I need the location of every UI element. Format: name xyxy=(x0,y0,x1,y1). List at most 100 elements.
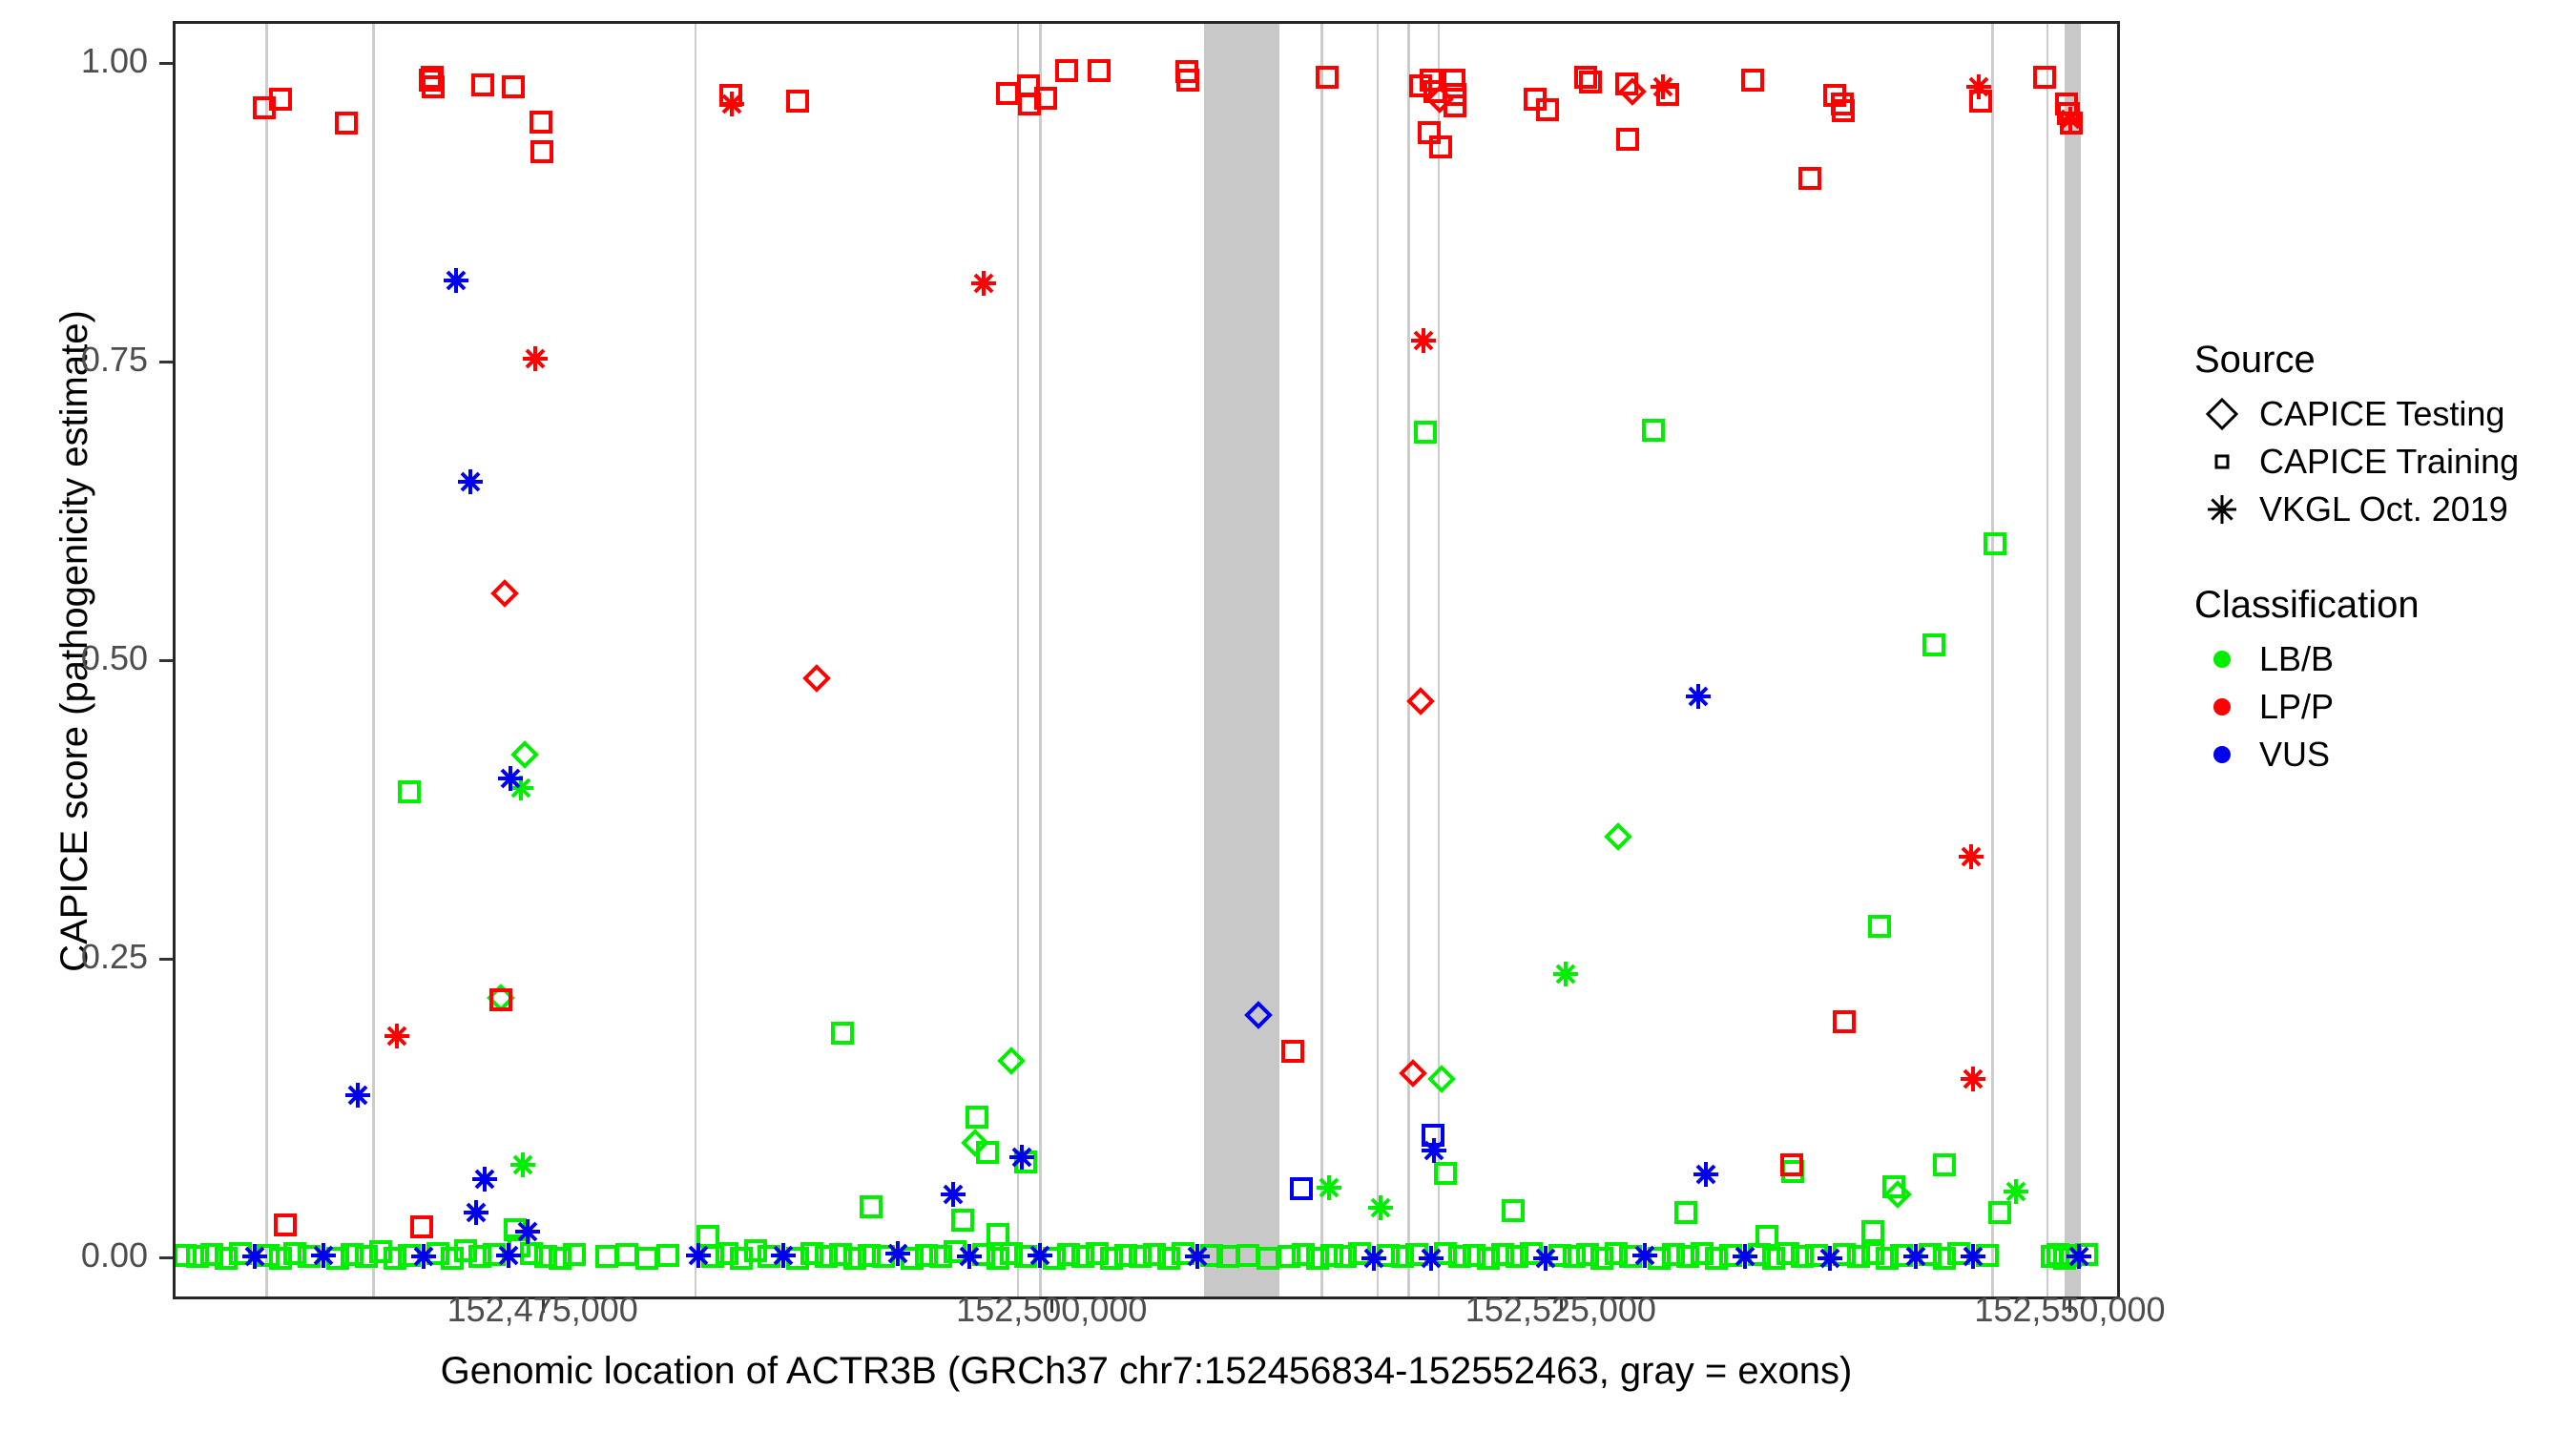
legend-item[interactable]: VUS xyxy=(2194,732,2557,778)
data-point xyxy=(442,266,470,295)
data-point xyxy=(250,93,279,122)
data-point xyxy=(1488,1240,1517,1269)
legend-item-label: VKGL Oct. 2019 xyxy=(2259,489,2508,529)
data-point xyxy=(1844,1242,1873,1271)
data-point xyxy=(527,108,555,136)
data-point xyxy=(517,1239,546,1268)
data-point xyxy=(1126,1242,1154,1271)
data-point xyxy=(407,1213,436,1241)
data-point xyxy=(1684,682,1713,711)
data-point xyxy=(501,1215,530,1244)
exon-band xyxy=(2046,24,2049,1296)
data-point xyxy=(1692,1160,1720,1189)
data-point xyxy=(869,1242,898,1271)
square-open-icon xyxy=(2194,439,2250,485)
data-point xyxy=(783,87,812,115)
data-point xyxy=(973,1138,1002,1167)
data-point xyxy=(1887,1241,1916,1270)
data-point xyxy=(1816,1244,1844,1273)
data-point xyxy=(1602,1239,1631,1268)
data-point xyxy=(926,1242,955,1271)
legend-item-label: LB/B xyxy=(2259,639,2335,678)
data-point xyxy=(1040,1244,1069,1273)
legend-item[interactable]: VKGL Oct. 2019 xyxy=(2194,487,2557,532)
data-point xyxy=(381,1244,409,1273)
data-point xyxy=(1289,1240,1318,1269)
data-point xyxy=(955,1242,984,1271)
data-point xyxy=(352,1242,381,1271)
y-tick-mark xyxy=(159,958,173,962)
legend-item[interactable]: LB/B xyxy=(2194,636,2557,682)
data-point xyxy=(1716,1241,1745,1270)
legend-item[interactable]: LP/P xyxy=(2194,684,2557,730)
exon-band xyxy=(1406,24,1410,1296)
data-point xyxy=(1829,96,1858,125)
legend-item[interactable]: CAPICE Testing xyxy=(2194,391,2557,437)
legend-spacer xyxy=(2194,534,2557,584)
data-point xyxy=(332,109,361,137)
data-point xyxy=(254,1241,282,1270)
data-point xyxy=(1069,1242,1097,1271)
legend-item[interactable]: CAPICE Training xyxy=(2194,439,2557,485)
data-point xyxy=(1278,1037,1307,1066)
circle-filled-icon xyxy=(2194,732,2250,778)
data-point xyxy=(592,1242,621,1271)
data-point xyxy=(633,1244,661,1273)
data-point xyxy=(883,1239,912,1268)
data-point xyxy=(1973,1241,2002,1270)
data-point xyxy=(487,985,515,1014)
data-point xyxy=(1830,1007,1859,1036)
data-point xyxy=(1612,70,1641,98)
data-point xyxy=(826,1240,855,1269)
x-tick-label: 152,525,000 xyxy=(1465,1290,1656,1329)
data-point xyxy=(513,1217,542,1246)
exon-band xyxy=(1437,24,1441,1296)
data-point xyxy=(176,1241,199,1270)
data-point xyxy=(1531,1244,1560,1273)
data-point xyxy=(1419,1121,1447,1150)
data-point xyxy=(1533,95,1562,124)
data-point xyxy=(1616,1242,1645,1271)
circle-filled-icon xyxy=(2194,636,2250,682)
data-point xyxy=(857,1192,885,1221)
data-point xyxy=(694,1222,722,1251)
data-point xyxy=(1426,1064,1456,1093)
data-point xyxy=(855,1241,883,1270)
data-point xyxy=(1653,80,1682,109)
data-point xyxy=(769,1241,798,1270)
data-point xyxy=(948,1206,977,1234)
data-point xyxy=(1366,1193,1395,1222)
data-point xyxy=(1920,631,1948,659)
data-point xyxy=(1503,1242,1531,1271)
data-point xyxy=(1421,77,1449,106)
data-point xyxy=(1613,125,1642,154)
data-point xyxy=(1571,63,1600,92)
data-point xyxy=(1445,1242,1474,1271)
data-point xyxy=(2002,1177,2030,1206)
data-point xyxy=(438,1244,467,1273)
exon-band xyxy=(2064,24,2082,1296)
data-point xyxy=(1964,73,1993,101)
data-point xyxy=(456,467,485,496)
data-point xyxy=(1859,1217,1887,1246)
data-point xyxy=(1745,1240,1774,1269)
data-point xyxy=(240,1242,269,1271)
data-point xyxy=(1883,1180,1912,1210)
data-point xyxy=(560,1240,589,1269)
data-point xyxy=(462,1198,490,1227)
data-point xyxy=(997,1047,1027,1075)
exon-band xyxy=(265,24,269,1296)
data-point xyxy=(898,1244,926,1273)
data-point xyxy=(613,1240,641,1269)
data-point xyxy=(1097,1244,1126,1273)
data-point xyxy=(271,1211,300,1239)
data-point xyxy=(684,1241,713,1270)
data-point xyxy=(969,1240,998,1269)
data-point xyxy=(1865,912,1894,941)
data-point xyxy=(1959,1242,1987,1271)
data-point xyxy=(1085,56,1113,85)
data-point xyxy=(1426,133,1455,161)
data-point xyxy=(1441,80,1469,109)
data-point xyxy=(1440,66,1468,94)
data-point xyxy=(1673,1242,1702,1271)
